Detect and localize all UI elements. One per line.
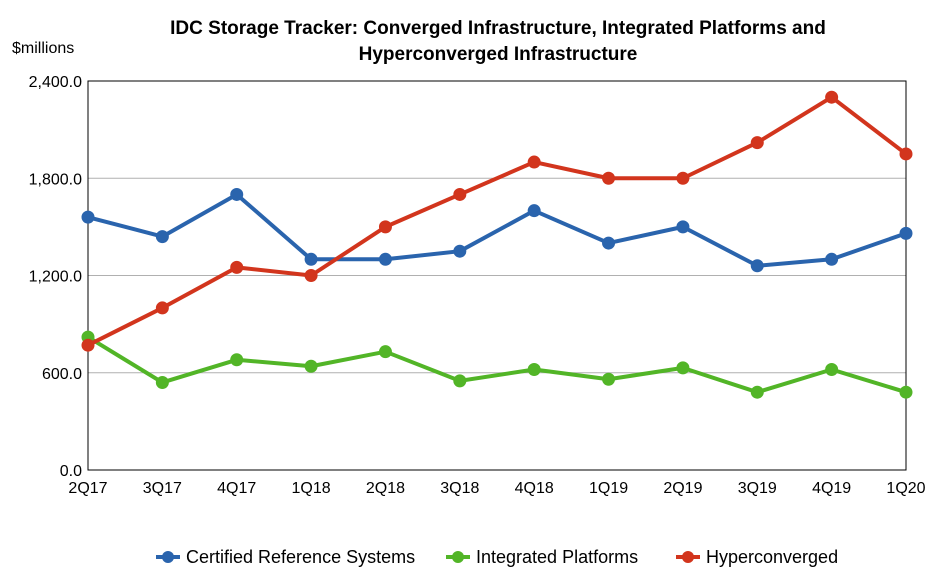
series-2 [81, 90, 913, 352]
legend-marker [452, 551, 464, 563]
x-tick-label: 4Q18 [515, 480, 554, 497]
chart-title-line-1: IDC Storage Tracker: Converged Infrastru… [170, 18, 826, 39]
legend-item: Hyperconverged [676, 547, 838, 567]
data-point [155, 301, 169, 315]
data-point [527, 204, 541, 218]
data-point [676, 220, 690, 234]
data-point [155, 375, 169, 389]
x-tick-label: 3Q17 [143, 480, 182, 497]
x-tick-label: 1Q18 [292, 480, 331, 497]
data-point [378, 220, 392, 234]
x-tick-label: 2Q19 [663, 480, 702, 497]
legend-label: Hyperconverged [706, 547, 838, 567]
data-point [453, 374, 467, 388]
data-point [825, 252, 839, 266]
x-tick-label: 4Q19 [812, 480, 851, 497]
data-point [750, 385, 764, 399]
x-tick-label: 1Q20 [886, 480, 925, 497]
series-line [87, 192, 907, 268]
data-point [676, 171, 690, 185]
data-point [304, 252, 318, 266]
chart-title-line-2: Hyperconverged Infrastructure [359, 44, 638, 65]
data-point [602, 171, 616, 185]
y-tick-label: 1,800.0 [29, 171, 82, 188]
data-point [527, 155, 541, 169]
data-point [825, 363, 839, 377]
data-point [453, 187, 467, 201]
data-point [676, 361, 690, 375]
data-point [230, 187, 244, 201]
x-tick-label: 4Q17 [217, 480, 256, 497]
data-point [750, 136, 764, 150]
legend-label: Integrated Platforms [476, 547, 638, 567]
data-point [378, 345, 392, 359]
y-tick-label: 600.0 [42, 366, 82, 383]
data-point [230, 260, 244, 274]
y-tick-label: 2,400.0 [29, 74, 82, 91]
data-point [899, 226, 913, 240]
legend-label: Certified Reference Systems [186, 547, 415, 567]
series-group [81, 90, 913, 399]
data-point [825, 90, 839, 104]
data-point [81, 338, 95, 352]
data-point [602, 372, 616, 386]
data-point [899, 385, 913, 399]
x-tick-label: 2Q18 [366, 480, 405, 497]
legend: Certified Reference Systems Integrated Pl… [156, 547, 838, 567]
legend-item: Integrated Platforms [446, 547, 638, 567]
x-tick-label: 1Q19 [589, 480, 628, 497]
data-point [81, 210, 95, 224]
plot-area-border [87, 80, 907, 471]
y-axis-unit-label: $millions [12, 40, 74, 57]
legend-item: Certified Reference Systems [156, 547, 415, 567]
x-tick-labels: 2Q17 3Q17 4Q17 1Q18 2Q18 3Q18 4Q18 1Q19 2Q19 3Q19… [68, 480, 925, 497]
x-tick-label: 2Q17 [68, 480, 107, 497]
y-tick-label: 1,200.0 [29, 269, 82, 286]
data-point [230, 353, 244, 367]
y-tick-labels: 0.0 600.0 1,200.0 1,800.0 2,400.0 [29, 74, 82, 480]
data-point [602, 236, 616, 250]
data-point [304, 359, 318, 373]
data-point [453, 244, 467, 258]
x-tick-label: 3Q19 [738, 480, 777, 497]
legend-marker [682, 551, 694, 563]
data-point [750, 259, 764, 273]
series-line [87, 95, 908, 347]
y-tick-label: 0.0 [60, 463, 82, 480]
grid-lines [87, 80, 907, 471]
data-point [304, 269, 318, 282]
legend-marker [162, 551, 174, 563]
x-tick-label: 3Q18 [440, 480, 479, 497]
series-1 [81, 330, 913, 399]
series-line [86, 335, 907, 395]
data-point [155, 230, 169, 244]
data-point [378, 252, 392, 266]
data-point [899, 147, 913, 161]
data-point [527, 363, 541, 377]
series-0 [81, 187, 913, 273]
